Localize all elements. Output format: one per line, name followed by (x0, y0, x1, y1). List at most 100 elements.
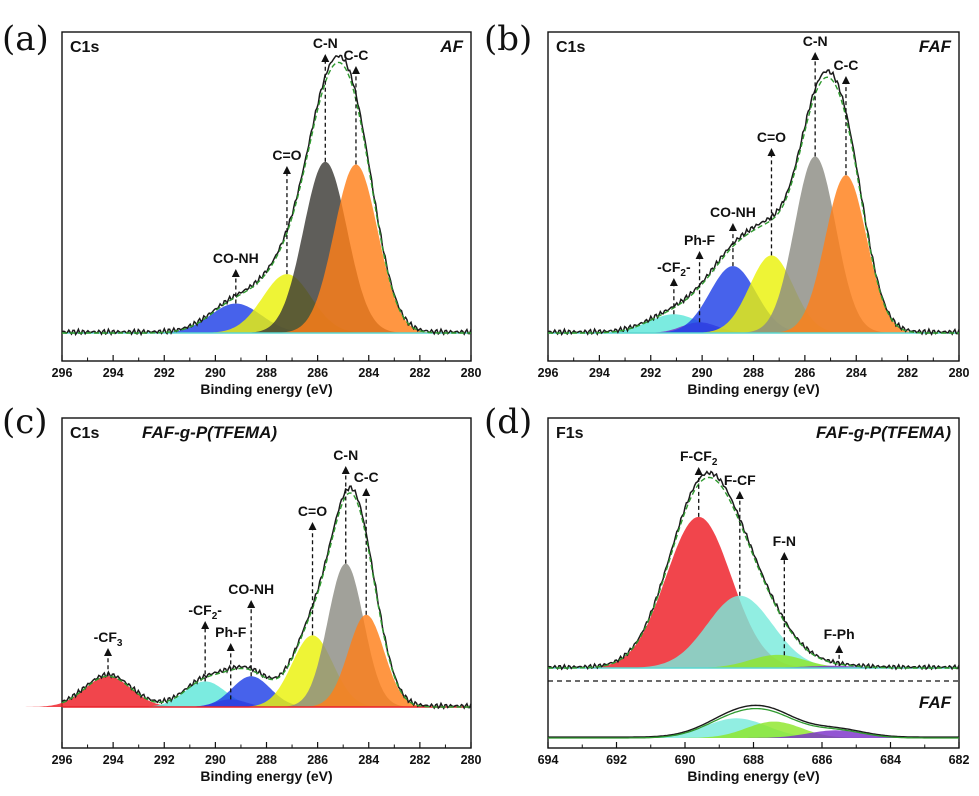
lower-component-area-2 (712, 730, 959, 738)
x-tick-label: 282 (409, 753, 430, 767)
x-tick-label: 682 (949, 753, 970, 767)
fitted-envelope (548, 476, 959, 669)
x-tick-label: 282 (409, 366, 430, 380)
lower-fitted-envelope (548, 707, 959, 739)
x-axis-title: Binding energy (eV) (200, 768, 332, 784)
component-area-1 (593, 595, 887, 668)
core-level-label: C1s (70, 39, 99, 56)
annotation-arrowhead (231, 269, 240, 277)
annotation-arrowhead (226, 643, 235, 651)
x-tick-label: 292 (154, 753, 175, 767)
peak-label: F-Ph (824, 626, 855, 642)
component-area-2 (227, 161, 424, 333)
x-tick-label: 288 (256, 753, 277, 767)
x-tick-label: 296 (538, 366, 559, 380)
panel-label: (b) (484, 19, 532, 59)
fitted-envelope (62, 61, 471, 334)
x-tick-label: 288 (256, 366, 277, 380)
component-area-3 (673, 255, 870, 333)
component-area-4 (722, 156, 908, 333)
panel-a: 296 294 292 290 288 286 284 282 280 Binding energ… (2, 19, 481, 397)
x-tick-label: 294 (589, 366, 610, 380)
annotation-arrowhead (735, 491, 744, 499)
annotation-arrowhead (321, 54, 330, 62)
sample-label: FAF-g-P(TFEMA) (816, 423, 951, 442)
component-area-3 (709, 665, 956, 668)
plot-frame (547, 417, 960, 749)
x-tick-label: 294 (103, 753, 124, 767)
x-tick-label: 284 (846, 366, 867, 380)
x-tick-label: 284 (358, 753, 379, 767)
x-tick-label: 288 (743, 366, 764, 380)
core-level-label: C1s (556, 39, 585, 56)
x-tick-label: 284 (358, 366, 379, 380)
lower-component-area-0 (597, 718, 876, 738)
x-tick-label: 280 (461, 753, 482, 767)
annotation-arrowhead (341, 466, 350, 474)
x-axis-title: Binding energy (eV) (687, 381, 819, 397)
component-area-0 (4, 676, 212, 707)
annotation-arrowhead (835, 645, 844, 653)
x-tick-label: 694 (538, 753, 559, 767)
core-level-label: F1s (556, 425, 584, 442)
panel-b: 296 294 292 290 288 286 284 282 280 Binding energ… (484, 19, 969, 397)
x-axis-title: Binding energy (eV) (687, 768, 819, 784)
peak-label: F-CF2 (680, 448, 718, 468)
component-area-2 (628, 266, 837, 333)
x-tick-label: 690 (675, 753, 696, 767)
sample-label: FAF-g-P(TFEMA) (142, 423, 277, 442)
panel-label: (a) (2, 19, 49, 59)
x-tick-label: 282 (897, 366, 918, 380)
panel-label: (d) (484, 402, 532, 442)
peak-label: C-C (344, 47, 369, 63)
component-area-0 (558, 314, 790, 333)
peak-label: C=O (272, 147, 301, 163)
fitted-envelope (61, 492, 471, 708)
x-tick-label: 296 (52, 753, 73, 767)
x-tick-label: 280 (949, 366, 970, 380)
component-area-3 (164, 676, 338, 707)
x-tick-label: 686 (812, 753, 833, 767)
component-area-3 (258, 164, 454, 333)
annotation-arrowhead (694, 467, 703, 475)
fitted-envelope (548, 76, 959, 334)
component-area-6 (285, 614, 447, 707)
annotation-arrowhead (104, 648, 113, 656)
annotation-arrowhead (811, 52, 820, 60)
annotation-arrowhead (308, 522, 317, 530)
panel-label: (c) (2, 402, 48, 442)
experimental-curve (61, 485, 472, 710)
peak-label: Ph-F (215, 624, 247, 640)
x-tick-label: 294 (103, 366, 124, 380)
x-tick-label: 292 (154, 366, 175, 380)
panel-d: FAF 694 692 690 688 686 684 682 Binding energy (… (484, 402, 969, 784)
annotation-arrowhead (841, 76, 850, 84)
annotation-arrowhead (728, 223, 737, 231)
peak-label: Ph-F (684, 232, 716, 248)
x-tick-label: 296 (52, 366, 73, 380)
annotation-arrowhead (247, 600, 256, 608)
x-tick-label: 290 (692, 366, 713, 380)
component-area-4 (220, 635, 405, 707)
x-axis-title: Binding energy (eV) (200, 381, 332, 397)
x-tick-label: 286 (794, 366, 815, 380)
annotation-arrowhead (767, 148, 776, 156)
annotation-arrowhead (669, 278, 678, 286)
peak-label: CO-NH (228, 581, 274, 597)
annotation-arrowhead (362, 488, 371, 496)
component-area-1 (113, 681, 298, 707)
annotation-arrowhead (695, 251, 704, 259)
annotation-arrowhead (201, 621, 210, 629)
x-tick-label: 292 (640, 366, 661, 380)
peak-label: C-N (333, 447, 358, 463)
panel-c: 296 294 292 290 288 286 284 282 280 Binding energ… (2, 402, 481, 784)
component-area-5 (265, 563, 427, 707)
second-sample-label: FAF (919, 693, 952, 712)
peak-label: C-C (354, 469, 379, 485)
peak-label: CO-NH (710, 204, 756, 220)
x-tick-label: 692 (606, 753, 627, 767)
annotation-arrowhead (351, 66, 360, 74)
experimental-curve (547, 69, 960, 337)
peak-label: F-CF (724, 472, 756, 488)
x-tick-label: 290 (205, 753, 226, 767)
